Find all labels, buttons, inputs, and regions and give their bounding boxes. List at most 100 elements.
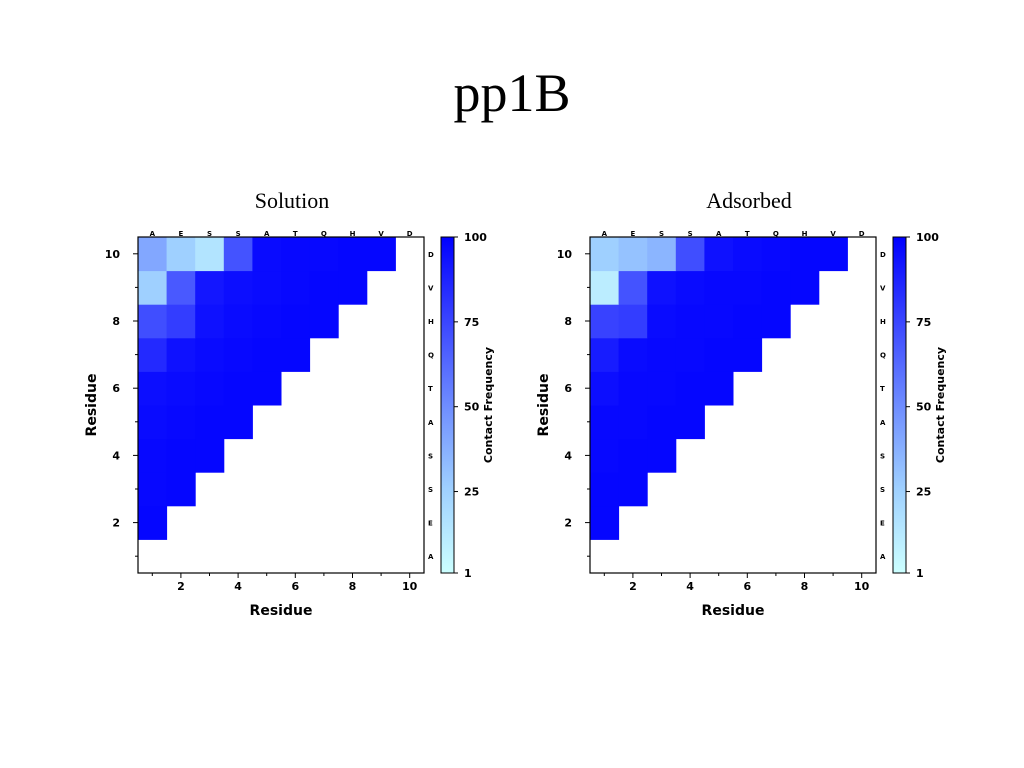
heatmap-panel-solution: Solution 2 4 6 8 10 2 4 6 8 10 A A E E S S S S A A T T Q Q H H V V D D… (84, 188, 495, 619)
heatmap-cell (138, 405, 168, 440)
heatmap-cell (704, 304, 734, 339)
heatmap-cell (166, 270, 196, 305)
heatmap-cell (195, 304, 225, 339)
heatmap-cell (252, 337, 282, 372)
colorbar (440, 236, 455, 574)
heatmap-cell (195, 371, 225, 406)
heatmap-cell (195, 405, 225, 440)
top-residue-label: Q (321, 230, 327, 238)
right-residue-label: S (428, 486, 433, 494)
heatmap-cell (281, 237, 311, 272)
right-residue-label: A (880, 419, 886, 427)
top-residue-label: V (378, 230, 384, 238)
colorbar-tick-label: 50 (916, 401, 932, 414)
heatmap-cell (675, 304, 705, 339)
top-residue-label: A (264, 230, 270, 238)
heatmap-cell (761, 270, 791, 305)
heatmap-cell (252, 304, 282, 339)
y-axis-label: Residue (536, 374, 552, 437)
right-residue-label: A (428, 553, 434, 561)
heatmap-cell (618, 337, 648, 372)
heatmap-cell (138, 304, 168, 339)
y-tick-label: 8 (112, 315, 120, 328)
x-tick-label: 2 (177, 580, 185, 593)
right-residue-label: T (428, 385, 433, 393)
colorbar-tick-label: 25 (916, 486, 931, 499)
heatmap-cell (704, 237, 734, 272)
heatmap-cell (309, 270, 339, 305)
top-residue-label: S (688, 230, 693, 238)
heatmap-cell (675, 371, 705, 406)
heatmap-cell (195, 270, 225, 305)
heatmap-cell (733, 270, 763, 305)
heatmap-cell (761, 304, 791, 339)
heatmap-cell (138, 237, 168, 272)
heatmap-cell (590, 438, 620, 473)
right-residue-label: A (428, 419, 434, 427)
top-residue-label: D (407, 230, 413, 238)
right-residue-label: S (880, 486, 885, 494)
heatmap-cell (761, 237, 791, 272)
heatmap-cell (733, 237, 763, 272)
right-residue-label: H (880, 318, 886, 326)
heatmap-cell (647, 304, 677, 339)
heatmap-cell (647, 270, 677, 305)
heatmap-cell (166, 472, 196, 507)
heatmap-cell (704, 371, 734, 406)
heatmap-cell (647, 405, 677, 440)
heatmap-cell (618, 472, 648, 507)
heatmap-cell (790, 237, 820, 272)
heatmap-cell (166, 405, 196, 440)
heatmap-cell (138, 371, 168, 406)
plot-frame (137, 236, 425, 574)
heatmap-cell (252, 237, 282, 272)
x-tick-label: 6 (291, 580, 299, 593)
top-residue-label: T (293, 230, 298, 238)
x-axis-label: Residue (702, 603, 765, 619)
heatmap-cell (195, 237, 225, 272)
heatmap-cell (733, 304, 763, 339)
top-residue-label: H (802, 230, 808, 238)
heatmap-cell (138, 505, 168, 540)
heatmap-cell (590, 337, 620, 372)
y-axis-label: Residue (84, 374, 100, 437)
colorbar-tick-label: 50 (464, 401, 480, 414)
heatmap-cell (223, 337, 253, 372)
colorbar-tick-label: 25 (464, 486, 479, 499)
heatmap-cell (166, 371, 196, 406)
heatmap-cell (166, 237, 196, 272)
top-residue-label: A (716, 230, 722, 238)
heatmap-cell (138, 270, 168, 305)
y-tick-label: 2 (112, 517, 120, 530)
heatmap-cell (733, 337, 763, 372)
colorbar-tick-label: 100 (916, 231, 939, 244)
top-residue-label: E (631, 230, 636, 238)
heatmap-cell (338, 270, 368, 305)
x-axis-label: Residue (250, 603, 313, 619)
top-residue-label: T (745, 230, 750, 238)
heatmap-cell (618, 438, 648, 473)
heatmap-cell (223, 405, 253, 440)
heatmap-cell (675, 270, 705, 305)
heatmap-cell (252, 270, 282, 305)
y-tick-label: 6 (112, 382, 120, 395)
y-tick-label: 10 (105, 248, 121, 261)
right-residue-label: S (428, 452, 433, 460)
heatmap-cell (647, 371, 677, 406)
colorbar-tick-label: 1 (916, 567, 924, 580)
heatmap-cell (618, 405, 648, 440)
heatmap-cell (309, 237, 339, 272)
heatmap-cell (166, 304, 196, 339)
right-residue-label: D (428, 251, 434, 259)
heatmap-cell (618, 270, 648, 305)
heatmap-cell (338, 237, 368, 272)
heatmap-cell (647, 237, 677, 272)
heatmap-cell (618, 237, 648, 272)
heatmap-cell (195, 337, 225, 372)
heatmap-cell (138, 472, 168, 507)
y-tick-label: 4 (112, 449, 120, 462)
colorbar-label: Contact Frequency (934, 347, 947, 463)
top-residue-label: S (236, 230, 241, 238)
colorbar-label: Contact Frequency (482, 347, 495, 463)
heatmap-cell (166, 438, 196, 473)
